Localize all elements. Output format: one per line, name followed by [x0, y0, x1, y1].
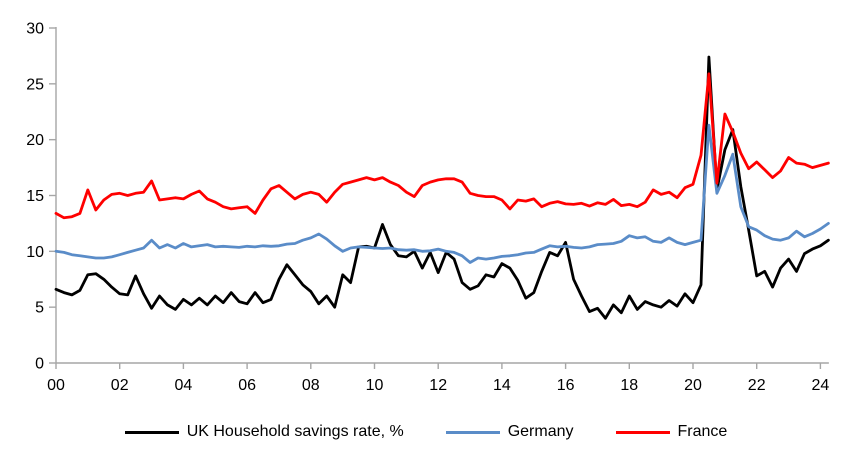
x-tick-label: 10 — [366, 377, 384, 394]
legend-label-france: France — [677, 423, 728, 440]
legend-label-germany: Germany — [507, 423, 574, 440]
y-tick-label: 15 — [26, 188, 44, 205]
y-tick-label: 30 — [26, 21, 44, 38]
x-tick-label: 14 — [493, 377, 511, 394]
y-tick-label: 20 — [26, 132, 44, 149]
x-tick-label: 22 — [748, 377, 766, 394]
y-tick-label: 10 — [26, 244, 44, 261]
x-tick-label: 00 — [47, 377, 65, 394]
y-tick-label: 0 — [35, 356, 44, 373]
x-tick-label: 04 — [175, 377, 193, 394]
legend: UK Household savings rate, % Germany Fra… — [0, 424, 852, 440]
germany-line-swatch — [445, 430, 500, 434]
x-tick-label: 08 — [302, 377, 320, 394]
x-tick-label: 06 — [238, 377, 256, 394]
legend-item-france: France — [615, 423, 728, 440]
series-line-germany — [54, 123, 830, 264]
france-line-swatch — [615, 430, 670, 434]
series-line-france — [54, 72, 830, 220]
x-tick-label: 20 — [684, 377, 702, 394]
series-line-uk — [54, 55, 830, 320]
uk-line-swatch — [124, 430, 179, 434]
x-tick-label: 02 — [111, 377, 129, 394]
x-tick-label: 24 — [812, 377, 830, 394]
y-tick-label: 5 — [35, 300, 44, 317]
x-tick-label: 18 — [620, 377, 638, 394]
x-tick-label: 12 — [429, 377, 447, 394]
legend-item-uk: UK Household savings rate, % — [124, 423, 404, 440]
plot-area: 0 5 10 15 20 25 30 00 02 04 06 08 10 12 14 16 18 20 22 24 — [26, 21, 830, 394]
legend-item-germany: Germany — [445, 423, 574, 440]
legend-label-uk: UK Household savings rate, % — [186, 423, 404, 440]
x-tick-label: 16 — [557, 377, 575, 394]
y-tick-label: 25 — [26, 76, 44, 93]
